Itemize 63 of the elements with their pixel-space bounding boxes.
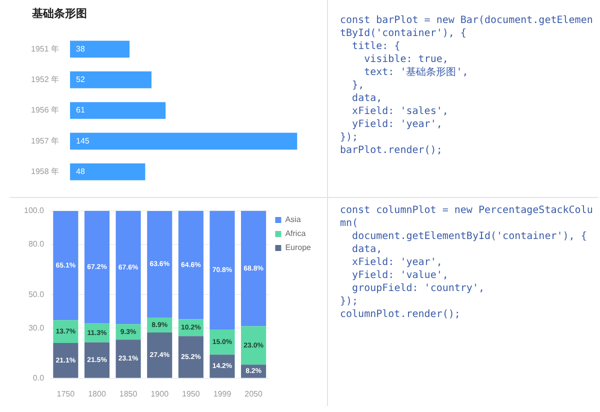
x-tick-label: 1850 bbox=[119, 389, 138, 398]
bar bbox=[70, 163, 146, 180]
bar bbox=[53, 343, 78, 378]
text: xField: 'year', bbox=[352, 257, 442, 268]
text: data, bbox=[352, 244, 382, 255]
bar bbox=[210, 329, 235, 355]
bar bbox=[210, 354, 235, 378]
bar bbox=[147, 332, 172, 378]
text: yField: 'year', bbox=[352, 119, 442, 130]
text: columnPlot.render(); bbox=[340, 309, 460, 320]
y-tick-label: 100.0 bbox=[24, 206, 45, 216]
legend-label: Africa bbox=[285, 229, 306, 238]
legend-label: Europe bbox=[285, 243, 312, 252]
text: visible: true, bbox=[364, 54, 448, 65]
y-tick-label: 1957 年 bbox=[30, 136, 60, 146]
bar bbox=[70, 71, 152, 88]
y-tick-label: 1951 年 bbox=[30, 44, 60, 54]
legend-label: Asia bbox=[285, 215, 302, 224]
text: data, bbox=[352, 93, 382, 104]
y-tick-label: 1952 年 bbox=[30, 75, 60, 84]
x-tick-label: 2050 bbox=[244, 389, 263, 398]
x-tick-label: 1750 bbox=[56, 389, 76, 398]
x-tick-label: 1900 bbox=[150, 389, 170, 398]
bar bbox=[84, 342, 110, 378]
bar bbox=[70, 40, 130, 58]
text: }); bbox=[340, 296, 358, 307]
bar bbox=[178, 336, 204, 378]
bar bbox=[53, 210, 78, 320]
data-label: 52 bbox=[76, 75, 86, 84]
text: yField: 'value', bbox=[352, 270, 448, 281]
bar bbox=[70, 102, 166, 119]
bar bbox=[116, 340, 141, 378]
text: text: '基础条形图', bbox=[364, 67, 468, 78]
bar bbox=[53, 320, 78, 344]
bar bbox=[70, 132, 298, 150]
chart-title: 基础条形图 bbox=[32, 6, 87, 21]
x-tick-label: 1950 bbox=[182, 389, 200, 398]
bar bbox=[210, 210, 235, 330]
text: title: { bbox=[352, 41, 400, 52]
bar bbox=[84, 210, 110, 324]
y-tick-label: 80.0 bbox=[28, 240, 45, 249]
data-label: 48 bbox=[76, 167, 86, 176]
text: xField: 'sales', bbox=[352, 106, 448, 117]
text: barPlot.render(); bbox=[340, 145, 442, 156]
y-tick-label: 50.0 bbox=[28, 290, 45, 299]
x-tick-label: 1999 bbox=[213, 389, 232, 398]
bar bbox=[241, 326, 266, 365]
bar bbox=[147, 210, 172, 318]
y-tick-label: 1958 年 bbox=[30, 167, 60, 176]
data-label: 61 bbox=[76, 106, 86, 115]
data-label: 38 bbox=[76, 44, 86, 54]
text: groupField: 'country', bbox=[352, 283, 484, 294]
bar bbox=[178, 210, 204, 320]
y-tick-label: 1956 年 bbox=[30, 106, 60, 115]
y-tick-label: 0.0 bbox=[32, 374, 45, 383]
y-tick-label: 30.0 bbox=[28, 323, 45, 332]
text: }, bbox=[352, 80, 364, 91]
text: document.getElementById('container'), { bbox=[352, 231, 587, 242]
x-tick-label: 1800 bbox=[88, 389, 106, 398]
bar bbox=[116, 210, 141, 324]
bar bbox=[241, 210, 266, 326]
data-label: 145 bbox=[76, 136, 90, 146]
text: }); bbox=[340, 132, 358, 143]
